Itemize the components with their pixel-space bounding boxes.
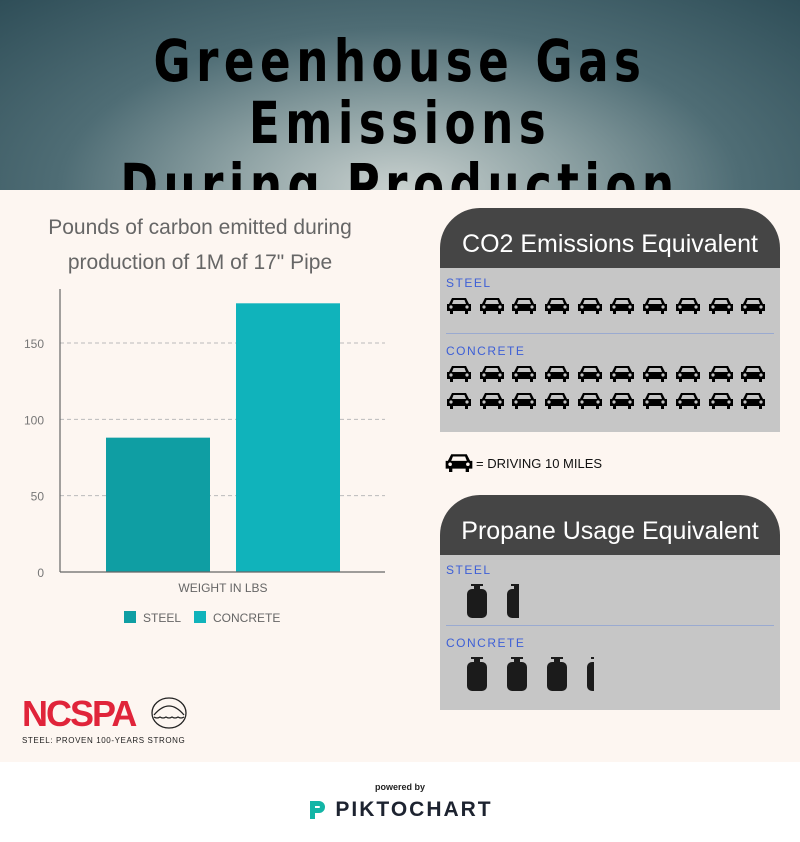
propane-tank-icon <box>506 583 520 619</box>
car-icon <box>544 364 570 387</box>
car-icon <box>740 364 766 387</box>
car-icon <box>446 296 472 319</box>
legend-label: STEEL <box>143 611 181 625</box>
car-icon <box>577 391 603 414</box>
car-icon <box>609 296 635 319</box>
car-icon <box>642 364 668 387</box>
header-banner: Greenhouse Gas Emissions During Productio… <box>0 0 800 216</box>
footer: powered by PIKTOCHART <box>0 762 800 842</box>
car-icon <box>642 296 668 319</box>
legend-swatch <box>124 611 136 623</box>
car-legend-text: = DRIVING 10 MILES <box>476 456 603 471</box>
bar-chart: 0 50 100 150 WEIGHT IN LBS STEEL CONCRETE <box>24 289 385 625</box>
car-icon <box>446 364 472 387</box>
propane-tank-icon <box>506 656 528 692</box>
car-icon <box>479 364 505 387</box>
car-legend: = DRIVING 10 MILES <box>444 452 602 475</box>
propane-panel: Propane Usage Equivalent STEEL CONCRETE <box>440 495 780 710</box>
powered-by: powered by <box>374 782 425 792</box>
svg-text:NCSPA: NCSPA <box>22 693 137 734</box>
y-tick-label: 0 <box>37 566 44 580</box>
propane-title: Propane Usage Equivalent <box>440 495 780 555</box>
ncspa-logo: NCSPA STEEL: PROVEN 100-YEARS STRONG <box>22 693 192 750</box>
car-icon <box>740 391 766 414</box>
propane-concrete-label: CONCRETE <box>446 636 526 650</box>
propane-steel-label: STEEL <box>446 563 492 577</box>
co2-steel-label: STEEL <box>446 276 492 290</box>
propane-concrete-icons <box>446 656 774 692</box>
car-icon <box>511 391 537 414</box>
piktochart-logo[interactable]: PIKTOCHART <box>0 798 800 822</box>
car-icon <box>511 364 537 387</box>
co2-panel: CO2 Emissions Equivalent STEEL CONCRETE <box>440 208 780 432</box>
co2-concrete-label: CONCRETE <box>446 344 526 358</box>
car-icon <box>675 364 701 387</box>
car-icon <box>708 364 734 387</box>
car-icon <box>446 391 472 414</box>
car-icon <box>675 296 701 319</box>
y-tick-label: 150 <box>24 337 44 351</box>
propane-tank-icon <box>466 583 488 619</box>
bar-concrete <box>236 303 340 572</box>
car-icon <box>544 391 570 414</box>
car-icon <box>740 296 766 319</box>
car-icon <box>444 452 474 475</box>
car-icon <box>708 391 734 414</box>
legend-swatch <box>194 611 206 623</box>
bar-steel <box>106 437 210 572</box>
co2-concrete-icons <box>446 364 774 414</box>
car-icon <box>609 364 635 387</box>
car-icon <box>675 391 701 414</box>
propane-tank-icon <box>466 656 488 692</box>
car-icon <box>544 296 570 319</box>
chart-title: Pounds of carbon emitted during productio… <box>48 216 352 274</box>
propane-tank-icon <box>546 656 568 692</box>
co2-steel-icons <box>446 296 774 319</box>
car-icon <box>577 296 603 319</box>
car-icon <box>479 296 505 319</box>
car-icon <box>577 364 603 387</box>
piktochart-icon <box>310 801 326 819</box>
y-tick-label: 100 <box>24 413 44 427</box>
y-tick-label: 50 <box>31 490 45 504</box>
x-axis-label: WEIGHT IN LBS <box>178 581 267 595</box>
propane-tank-icon <box>586 656 594 692</box>
svg-text:STEEL: PROVEN 100-YEARS STRONG: STEEL: PROVEN 100-YEARS STRONG <box>22 736 185 745</box>
page-title: Greenhouse Gas Emissions During Productio… <box>120 27 680 219</box>
car-icon <box>642 391 668 414</box>
car-icon <box>511 296 537 319</box>
co2-title: CO2 Emissions Equivalent <box>440 208 780 268</box>
legend-label: CONCRETE <box>213 611 280 625</box>
car-icon <box>708 296 734 319</box>
car-icon <box>609 391 635 414</box>
propane-steel-icons <box>446 583 774 619</box>
car-icon <box>479 391 505 414</box>
